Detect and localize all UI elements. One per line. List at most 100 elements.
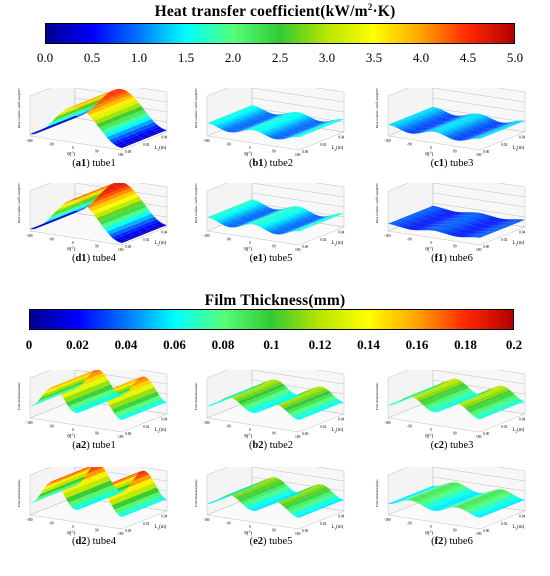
surface-facet	[296, 495, 307, 501]
surface-facet	[245, 127, 256, 131]
surface-facet	[408, 494, 419, 498]
surface-facet	[62, 473, 73, 478]
surface-facet	[326, 216, 337, 220]
surface-facet	[91, 500, 102, 504]
surface-facet	[262, 117, 273, 121]
surface-facet	[471, 126, 482, 131]
surface-facet	[410, 494, 421, 499]
surface-facet	[311, 508, 322, 512]
surface-facet	[95, 399, 106, 404]
surface-facet	[441, 491, 452, 496]
surface-facet	[507, 123, 518, 127]
surface-facet	[50, 211, 61, 218]
surface-facet	[264, 208, 275, 213]
surface-facet	[484, 497, 495, 502]
surface-facet	[423, 127, 434, 131]
surface-facet	[224, 494, 235, 498]
surface-facet	[252, 218, 263, 222]
surface-facet	[469, 498, 480, 502]
surface-facet	[454, 222, 465, 227]
l-tick: 0.02	[501, 425, 507, 429]
surface-facet	[95, 387, 106, 395]
surface-facet	[300, 487, 311, 493]
surface-facet	[118, 183, 129, 189]
surface-facet	[489, 389, 500, 394]
surface-facet	[95, 188, 106, 195]
surface-facet	[504, 501, 515, 506]
surface-facet	[303, 130, 314, 135]
surface-facet	[126, 509, 137, 514]
surface-facet	[116, 477, 127, 482]
surface-facet	[454, 502, 465, 506]
theta-axis-label: θ(°)	[67, 152, 75, 157]
surface-facet	[428, 227, 439, 231]
surface-facet	[476, 115, 487, 120]
surface-facet	[509, 397, 520, 403]
surface-facet	[229, 394, 240, 398]
surface-facet	[278, 219, 289, 225]
surface-facet	[262, 118, 273, 123]
colorbar-tick: 3.5	[365, 50, 383, 65]
surface-facet	[275, 481, 286, 487]
z-axis-label: Film thickness(mm)	[375, 480, 379, 507]
surface-facet	[136, 376, 147, 381]
surface-facet	[283, 120, 294, 126]
surface-facet	[441, 221, 452, 225]
surface-facet	[106, 121, 117, 128]
theta-tick: -90	[407, 143, 412, 147]
surface-facet	[111, 222, 122, 229]
surface-facet	[257, 495, 268, 501]
surface-facet	[311, 499, 322, 505]
surface-facet	[481, 124, 492, 128]
theta-axis-label: θ(°)	[244, 152, 252, 157]
surface-facet	[121, 209, 132, 217]
surface-facet	[458, 494, 469, 499]
surface-facet	[108, 185, 119, 190]
surface-facet	[234, 214, 245, 219]
surface-facet	[458, 385, 469, 391]
surface-facet	[82, 371, 93, 377]
film-colorbar-ticks: 0 0.02 0.04 0.06 0.08 0.1 0.12 0.14 0.16 0.18 0.2	[26, 337, 522, 357]
surface-facet	[134, 119, 145, 126]
surface-facet	[60, 210, 71, 217]
surface-facet	[298, 507, 309, 513]
surface-facet	[265, 117, 276, 121]
surface-facet	[104, 225, 115, 232]
surface-facet	[237, 486, 248, 492]
surface-facet	[436, 495, 447, 501]
surface-facet	[149, 227, 160, 231]
surface-facet	[318, 388, 329, 394]
surface-facet	[156, 400, 167, 405]
surface-facet	[291, 412, 302, 418]
surface-facet	[90, 189, 101, 195]
surface-facet	[275, 491, 286, 497]
surface-facet	[423, 215, 434, 219]
surface-facet	[222, 119, 233, 125]
surface-facet	[293, 112, 304, 117]
surface-facet	[318, 486, 329, 492]
surface-facet	[469, 222, 480, 226]
surface-facet	[82, 465, 93, 472]
surface-facet	[57, 114, 68, 121]
surface-facet	[217, 399, 228, 404]
surface-facet	[467, 234, 478, 238]
surface-facet	[78, 197, 89, 203]
surface-facet	[405, 494, 416, 498]
surface-facet	[290, 492, 301, 496]
surface-facet	[428, 485, 439, 489]
surface-facet	[278, 402, 289, 407]
surface-facet	[73, 396, 84, 404]
surface-facet	[441, 214, 452, 219]
surface-facet	[492, 129, 503, 133]
surface-facet	[60, 390, 71, 394]
theta-tick: 0	[72, 525, 74, 529]
surface-facet	[242, 109, 253, 114]
l-axis-label: Lz(m)	[513, 428, 525, 434]
surface-facet	[413, 492, 424, 497]
surface-facet	[73, 104, 84, 110]
surface-facet	[459, 401, 470, 406]
surface-facet	[433, 123, 444, 128]
surface-facet	[80, 109, 91, 115]
surface-facet	[451, 497, 462, 502]
surface-facet	[119, 136, 130, 142]
